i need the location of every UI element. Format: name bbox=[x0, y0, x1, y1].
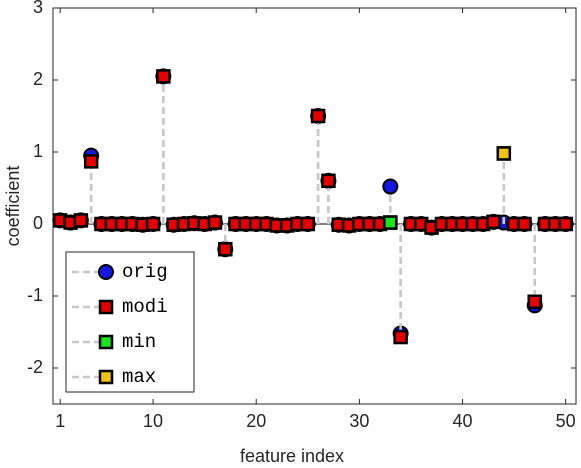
marker bbox=[300, 216, 316, 232]
x-tick-label: 20 bbox=[246, 411, 266, 431]
y-tick-label: 3 bbox=[33, 0, 43, 17]
marker bbox=[310, 108, 326, 124]
legend-label: max bbox=[122, 366, 156, 388]
y-tick-label: -1 bbox=[27, 285, 43, 305]
marker bbox=[218, 241, 233, 257]
marker bbox=[145, 216, 161, 232]
marker bbox=[83, 154, 99, 169]
y-tick-label: 1 bbox=[33, 141, 43, 161]
marker bbox=[486, 214, 501, 230]
legend-marker bbox=[98, 299, 114, 315]
marker bbox=[382, 178, 399, 195]
y-axis-label: coefficient bbox=[3, 166, 23, 247]
y-tick-label: -2 bbox=[27, 357, 43, 377]
marker bbox=[496, 146, 512, 161]
y-tick-label: 2 bbox=[33, 69, 43, 89]
legend-label: min bbox=[122, 331, 156, 353]
marker bbox=[73, 213, 89, 228]
legend-label: orig bbox=[122, 261, 168, 283]
x-axis-label: feature index bbox=[240, 446, 344, 466]
marker bbox=[393, 329, 408, 345]
marker bbox=[156, 69, 171, 84]
marker bbox=[558, 216, 573, 232]
marker bbox=[383, 215, 398, 230]
marker bbox=[321, 173, 336, 189]
x-tick-label: 30 bbox=[349, 411, 369, 431]
x-tick-label: 1 bbox=[55, 411, 65, 431]
x-tick-label: 40 bbox=[453, 411, 473, 431]
legend-box bbox=[65, 251, 195, 393]
marker bbox=[517, 216, 532, 232]
legend-marker bbox=[98, 264, 114, 280]
x-tick-label: 50 bbox=[556, 411, 576, 431]
legend: orig modi min max bbox=[65, 251, 195, 393]
legend-label: modi bbox=[122, 296, 168, 318]
axes-box bbox=[52, 7, 577, 405]
marker bbox=[207, 215, 223, 230]
marker bbox=[527, 294, 542, 310]
x-tick-label: 10 bbox=[143, 411, 163, 431]
legend-marker bbox=[98, 369, 114, 385]
legend-marker bbox=[98, 334, 114, 350]
y-tick-label: 0 bbox=[33, 213, 43, 233]
